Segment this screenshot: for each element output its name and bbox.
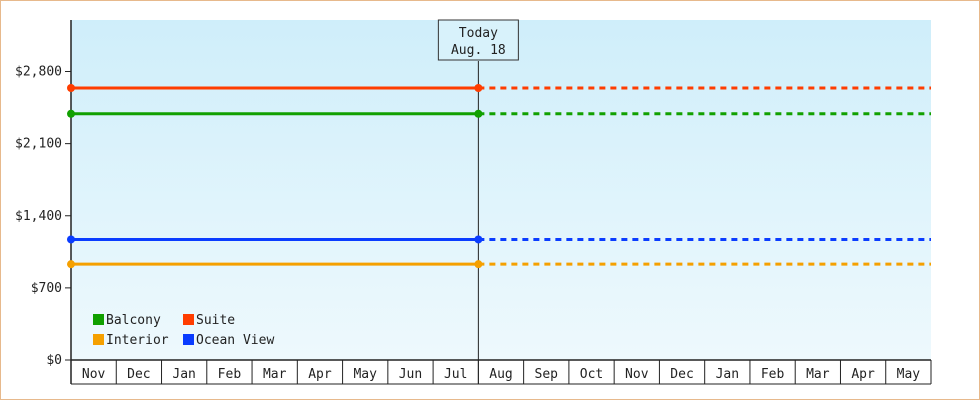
plot-background [71, 20, 931, 360]
series-point-today[interactable] [474, 260, 483, 269]
series-points [67, 84, 483, 269]
legend-swatch [93, 314, 104, 325]
today-label-box [437, 19, 519, 61]
month-label: May [353, 367, 377, 382]
legend-swatch [93, 334, 104, 345]
legend-swatch [183, 314, 194, 325]
month-label: May [897, 367, 921, 382]
month-label: Jul [444, 367, 467, 382]
y-tick-label: $700 [31, 281, 62, 296]
legend-swatch [183, 334, 194, 345]
month-label: Oct [580, 367, 603, 382]
month-label: Dec [670, 367, 693, 382]
today-date-label: Aug. 18 [451, 43, 506, 58]
month-label: Dec [127, 367, 150, 382]
legend-label: Ocean View [196, 333, 274, 348]
y-tick-label: $2,800 [15, 65, 62, 80]
legend-label: Interior [106, 333, 169, 348]
series-point-start[interactable] [67, 84, 75, 92]
y-tick-label: $2,100 [15, 137, 62, 152]
legend-label: Suite [196, 313, 235, 328]
month-label: Feb [761, 367, 785, 382]
month-label: Apr [851, 367, 875, 382]
series-point-today[interactable] [474, 109, 483, 118]
y-axis-ticks: $0 $700 $1,400 $2,100 $2,800 [15, 65, 71, 368]
series-point-today[interactable] [474, 235, 483, 244]
y-tick-label: $0 [46, 353, 62, 368]
month-label: Apr [308, 367, 332, 382]
month-label: Jan [716, 367, 739, 382]
today-marker: Today Aug. 18 [437, 19, 519, 384]
month-label: Nov [625, 367, 649, 382]
legend: Balcony Suite Interior Ocean View [93, 313, 274, 348]
month-label: Jun [399, 367, 422, 382]
series-layer [71, 86, 931, 266]
month-label: Feb [218, 367, 242, 382]
month-label: Aug [489, 367, 512, 382]
today-label: Today [459, 26, 498, 41]
series-point-start[interactable] [67, 260, 75, 269]
month-label: Nov [82, 367, 106, 382]
series-point-today[interactable] [474, 84, 483, 92]
month-label: Mar [263, 367, 287, 382]
series-point-start[interactable] [67, 109, 75, 118]
month-label: Sep [535, 367, 559, 382]
x-axis-months: Nov Dec Jan Feb Mar Apr May Jun Jul Aug Sep Oct Nov D… [70, 359, 932, 385]
month-label: Mar [806, 367, 830, 382]
y-tick-label: $1,400 [15, 209, 62, 224]
month-label: Jan [172, 367, 195, 382]
series-point-start[interactable] [67, 235, 75, 244]
legend-label: Balcony [106, 313, 161, 328]
